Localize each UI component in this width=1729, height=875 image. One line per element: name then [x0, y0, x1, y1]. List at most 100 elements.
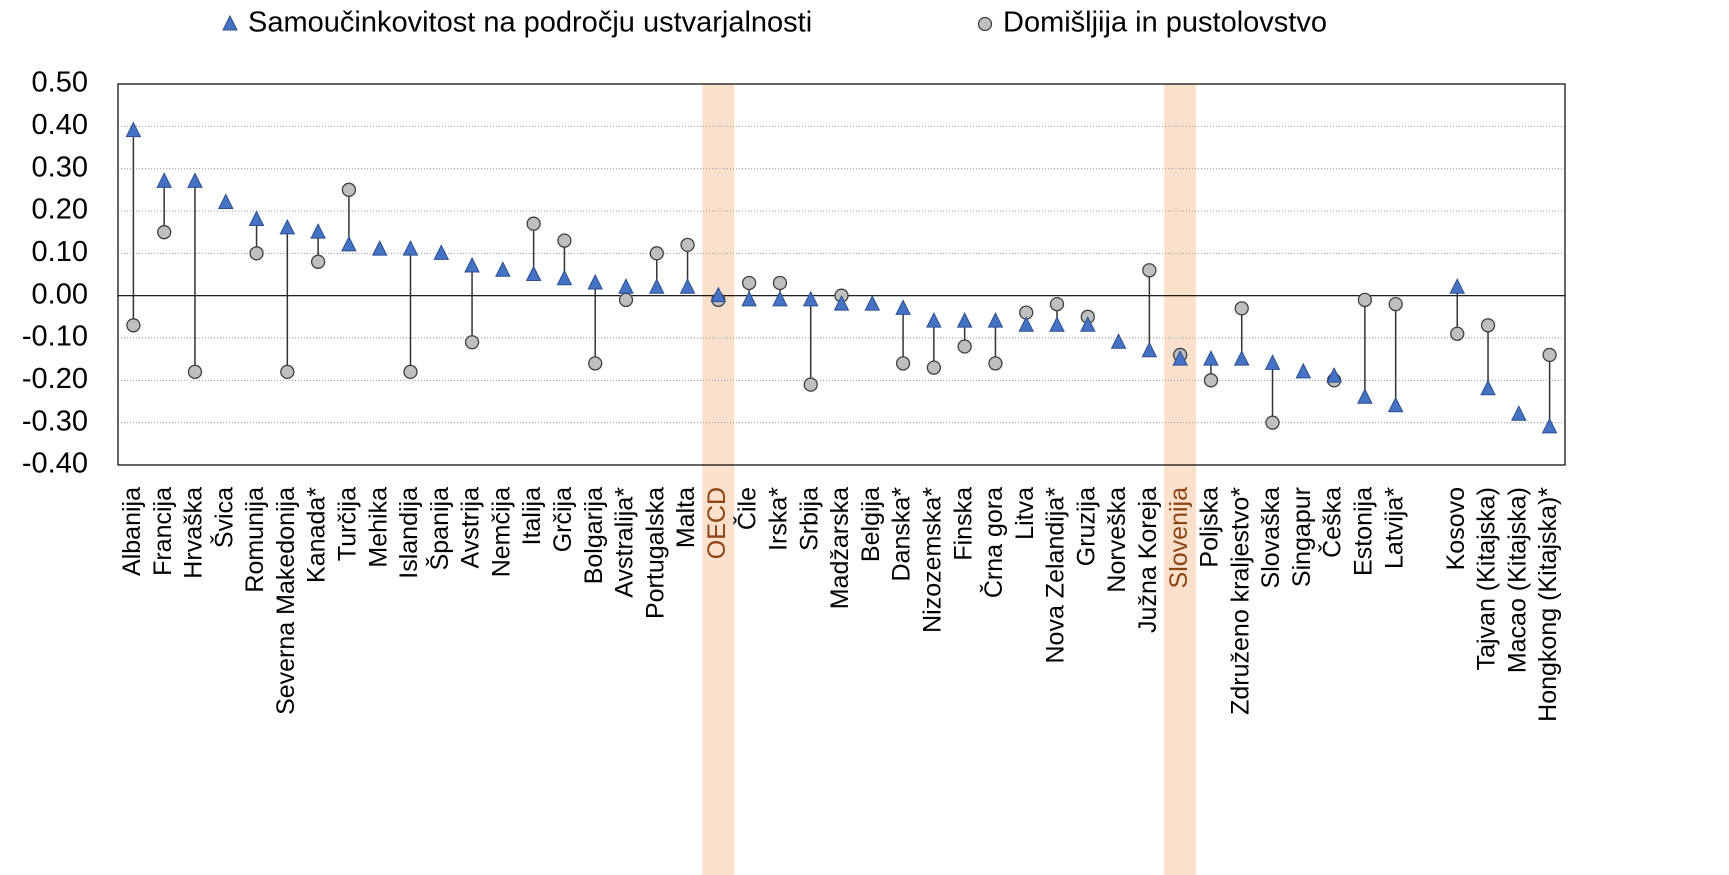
- circle-marker: [1049, 296, 1065, 312]
- x-tick-label: Albanija: [118, 487, 146, 576]
- x-tick-label: Madžarska: [826, 487, 854, 609]
- y-tick-label: 0.40: [32, 109, 88, 141]
- triangle-marker: [1541, 417, 1558, 434]
- triangle-marker: [1049, 316, 1065, 332]
- x-tick-label: Litva: [1011, 487, 1039, 540]
- triangle-marker: [864, 295, 881, 311]
- triangle-marker: [772, 290, 788, 307]
- y-tick-label: -0.20: [22, 363, 88, 395]
- x-tick-label: Poljska: [1196, 487, 1224, 568]
- circle-marker: [157, 225, 172, 240]
- x-tick-label: Srbija: [795, 487, 823, 551]
- triangle-marker: [618, 278, 634, 294]
- triangle-marker: [1264, 354, 1281, 370]
- y-tick-label: 0.50: [32, 67, 88, 99]
- triangle-marker: [741, 290, 757, 307]
- triangle-marker: [895, 299, 911, 315]
- highlight-band: [702, 84, 735, 875]
- circle-marker: [988, 356, 1003, 371]
- x-tick-label: Francija: [149, 487, 177, 576]
- triangle-marker: [1018, 316, 1035, 332]
- x-tick-label: Tajvan (Kitajska): [1473, 487, 1501, 670]
- triangle-marker: [987, 311, 1004, 328]
- triangle-marker: [1326, 366, 1342, 383]
- triangle-marker: [279, 218, 296, 235]
- triangle-marker: [371, 239, 388, 256]
- x-tick-label: Hongkong (Kitajska)*: [1534, 487, 1562, 722]
- circle-marker: [1480, 318, 1496, 333]
- triangle-marker: [310, 223, 326, 239]
- x-tick-label: Mehika: [364, 487, 392, 568]
- x-tick-label: Južna Koreja: [1134, 487, 1162, 633]
- plot-border: [117, 83, 1566, 466]
- x-tick-label: Irska*: [765, 487, 793, 551]
- x-tick-label: Gruzija: [1072, 487, 1100, 566]
- triangle-marker: [217, 193, 234, 210]
- x-tick-label: Slovaška: [1257, 487, 1285, 589]
- y-tick-label: 0.10: [32, 236, 88, 268]
- circle-marker: [1203, 373, 1219, 388]
- triangle-marker: [1233, 350, 1250, 366]
- circle-marker: [1388, 296, 1403, 312]
- legend-marker: [222, 14, 238, 31]
- y-tick-label: -0.40: [22, 448, 88, 480]
- triangle-marker: [464, 256, 480, 273]
- legend-marker: [977, 16, 993, 32]
- circle-marker: [741, 275, 757, 291]
- x-tick-label: Švica: [209, 487, 238, 548]
- circle-marker: [588, 356, 603, 371]
- y-tick-label: 0.20: [32, 194, 88, 226]
- circle-marker: [1542, 347, 1557, 363]
- circle-marker: [310, 254, 326, 269]
- triangle-marker: [833, 295, 850, 311]
- circle-marker: [1265, 415, 1280, 430]
- circle-marker: [526, 216, 541, 231]
- circle-marker: [1234, 301, 1249, 316]
- x-tick-label: Norveška: [1103, 487, 1131, 593]
- x-tick-label: Kosovo: [1442, 487, 1470, 570]
- triangle-marker: [679, 278, 696, 294]
- x-tick-label: Bolgarija: [580, 487, 608, 584]
- triangle-marker: [1141, 341, 1158, 358]
- triangle-marker: [1511, 405, 1527, 421]
- triangle-marker: [1387, 396, 1404, 413]
- x-tick-label: Portugalska: [641, 487, 669, 619]
- x-tick-label: Italija: [518, 487, 546, 545]
- circle-marker: [957, 339, 972, 354]
- triangle-marker: [495, 261, 511, 277]
- x-tick-label: Finska: [949, 487, 977, 561]
- circle-marker: [249, 246, 264, 261]
- highlight-band: [1164, 84, 1197, 875]
- x-tick-label: Severna Makedonija: [272, 487, 300, 715]
- x-tick-label: Singapur: [1288, 487, 1316, 587]
- circle-marker: [557, 233, 572, 248]
- triangle-marker: [402, 239, 419, 256]
- triangle-marker: [710, 286, 727, 303]
- triangle-marker: [1295, 362, 1312, 379]
- x-tick-label: Islandija: [395, 487, 423, 579]
- circle-marker: [126, 318, 141, 333]
- circle-marker: [649, 246, 664, 261]
- circle-marker: [341, 182, 357, 197]
- triangle-marker: [433, 244, 450, 260]
- triangle-marker: [587, 273, 604, 290]
- circle-marker: [464, 335, 480, 350]
- triangle-marker: [525, 265, 542, 281]
- x-tick-label: Belgija: [857, 487, 885, 562]
- x-tick-label: Nova Zelandija*: [1042, 487, 1070, 664]
- triangle-marker: [926, 311, 942, 328]
- triangle-marker: [556, 269, 573, 286]
- y-tick-label: 0.30: [32, 151, 88, 183]
- circle-marker: [403, 364, 418, 380]
- circle-marker: [803, 377, 818, 392]
- circle-marker: [280, 364, 295, 380]
- circle-marker: [895, 356, 911, 371]
- x-tick-label: Macao (Kitajska): [1503, 487, 1531, 673]
- x-tick-label: Hrvaška: [180, 487, 208, 579]
- circle-marker: [680, 237, 695, 253]
- x-tick-label: Češka: [1318, 487, 1347, 558]
- x-tick-label: Romunija: [241, 487, 269, 593]
- x-tick-label: Nizozemska*: [918, 487, 946, 633]
- circle-marker: [618, 292, 634, 308]
